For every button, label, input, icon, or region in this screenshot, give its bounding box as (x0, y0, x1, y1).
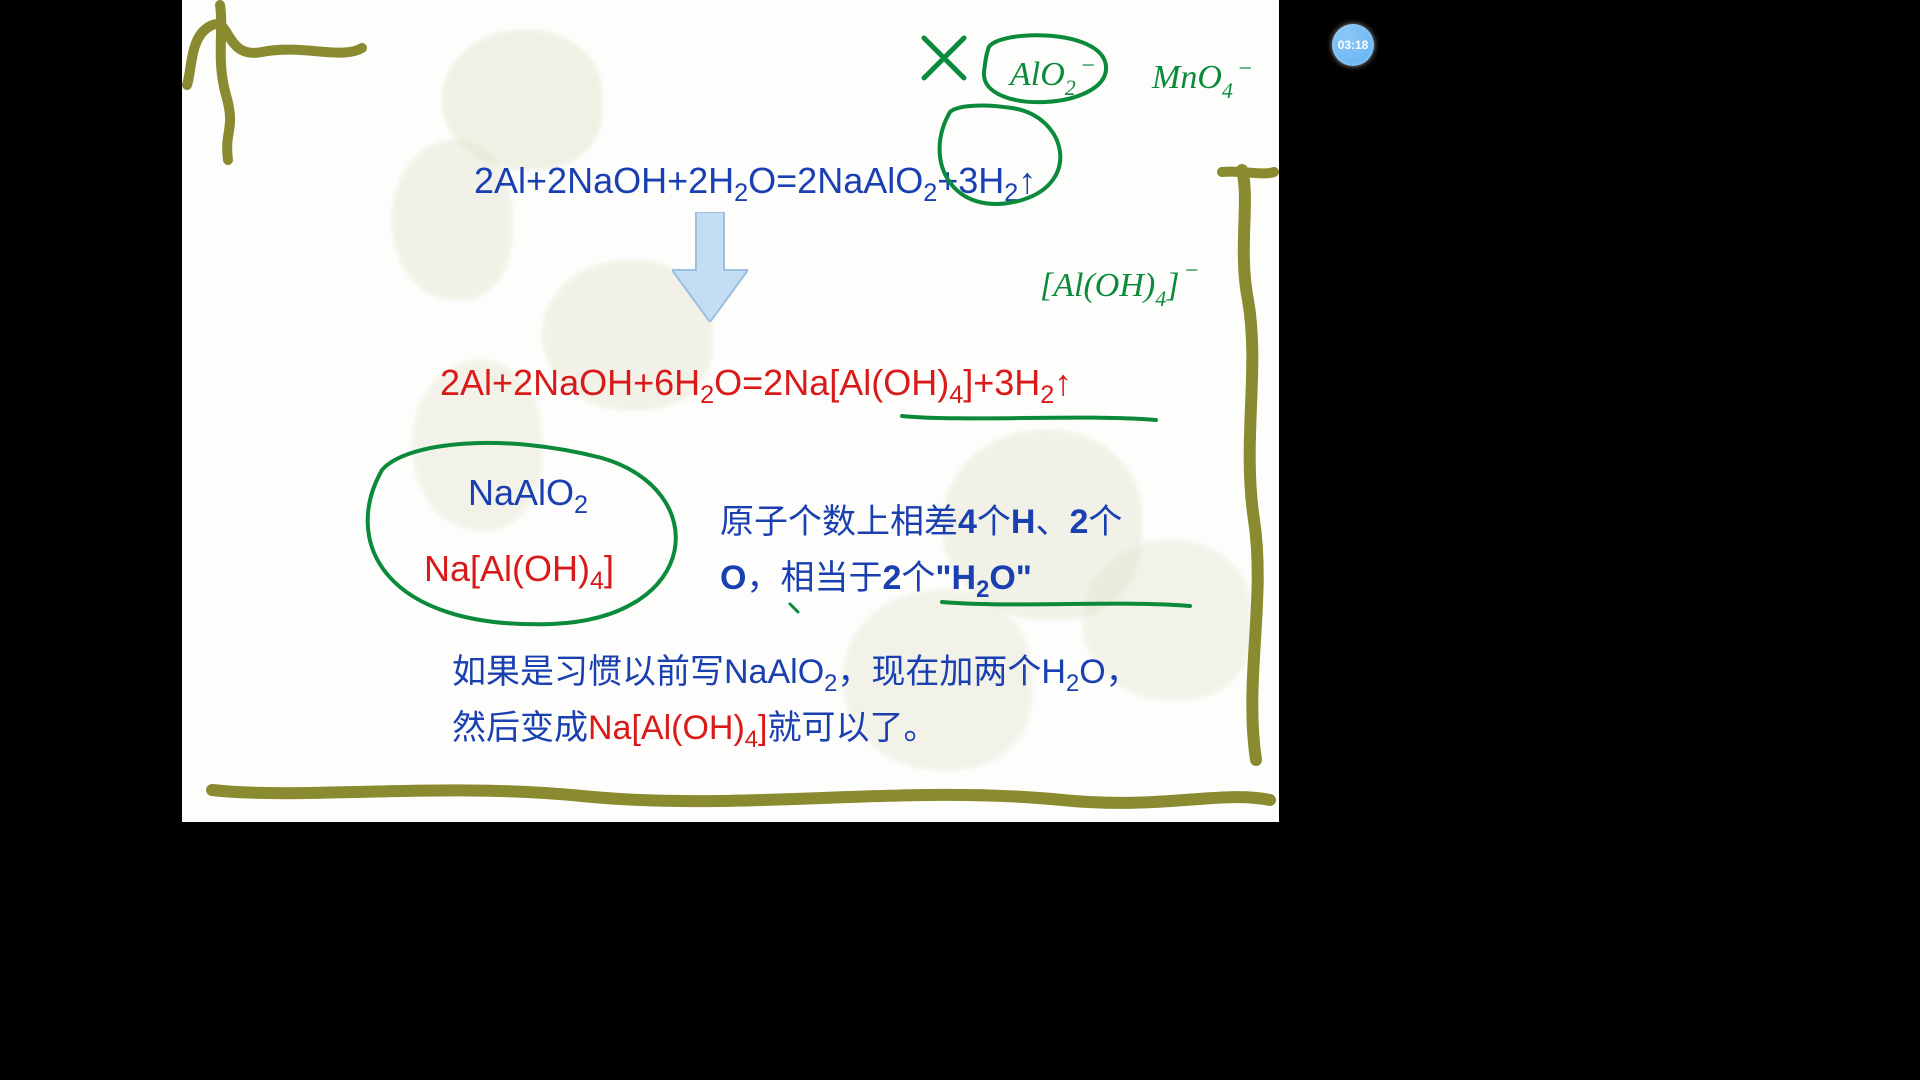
svg-text:MnO4−: MnO4− (1151, 56, 1253, 103)
equation-2: 2Al+2NaOH+6H2O=2Na[Al(OH)4]+3H2↑ (440, 362, 1072, 410)
compound-naalo2: NaAlO2 (468, 472, 588, 520)
slide: 2Al+2NaOH+2H2O=2NaAlO2+3H2↑ 2Al+2NaOH+6H… (182, 0, 1279, 822)
down-arrow-icon (672, 212, 748, 322)
green-annotations: AlO2− MnO4− [Al(OH)4]− (182, 0, 1279, 822)
explain-line-1: 原子个数上相差4个H、2个 (720, 494, 1122, 543)
explain-line-2: O，相当于2个"H2O" (720, 550, 1032, 604)
svg-text:AlO2−: AlO2− (1008, 53, 1096, 100)
bottom-line-2: 然后变成Na[Al(OH)4]就可以了。 (452, 700, 938, 754)
compound-naaloh4: Na[Al(OH)4] (424, 548, 614, 596)
recording-timer-badge: 03:18 (1332, 24, 1374, 66)
bottom-line-1: 如果是习惯以前写NaAlO2，现在加两个H2O， (452, 644, 1140, 698)
content: 2Al+2NaOH+2H2O=2NaAlO2+3H2↑ 2Al+2NaOH+6H… (182, 0, 1279, 822)
svg-text:[Al(OH)4]−: [Al(OH)4]− (1040, 258, 1200, 311)
equation-1: 2Al+2NaOH+2H2O=2NaAlO2+3H2↑ (474, 160, 1036, 208)
timer-text: 03:18 (1338, 38, 1369, 52)
